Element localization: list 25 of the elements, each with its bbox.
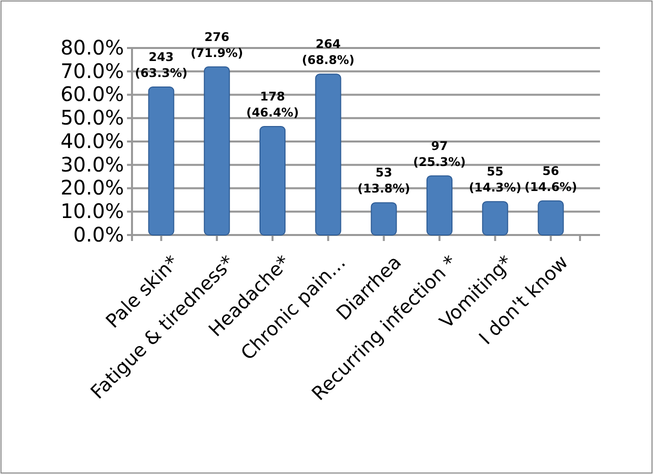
data-label: 56 (14.6%) xyxy=(524,164,578,194)
bar xyxy=(538,200,564,236)
y-tick-label: 30.0% xyxy=(60,152,124,176)
y-tick-label: 20.0% xyxy=(60,176,124,200)
data-label: 55 (14.3%) xyxy=(468,164,522,195)
bar xyxy=(426,175,452,236)
bar xyxy=(370,202,397,236)
y-tick-label: 70.0% xyxy=(60,58,124,83)
bar xyxy=(148,86,174,236)
y-tick-label: 0.0% xyxy=(73,222,124,246)
bar xyxy=(482,201,508,236)
y-tick-label: 10.0% xyxy=(60,199,124,224)
data-label: 264 (68.8%) xyxy=(302,37,354,68)
data-label: 53 (13.8%) xyxy=(358,166,410,196)
data-label: 243 (63.3%) xyxy=(134,50,188,80)
y-tick-label: 60.0% xyxy=(60,82,124,106)
data-label: 276 (71.9%) xyxy=(190,30,244,60)
bar xyxy=(204,66,230,236)
y-tick-label: 80.0% xyxy=(60,35,124,60)
bar xyxy=(260,126,286,236)
data-label: 178 (46.4%) xyxy=(246,90,299,120)
data-label: 97 (25.3%) xyxy=(413,138,466,169)
bar xyxy=(315,74,342,236)
y-tick-label: 50.0% xyxy=(60,106,124,130)
y-tick-label: 40.0% xyxy=(60,128,124,153)
